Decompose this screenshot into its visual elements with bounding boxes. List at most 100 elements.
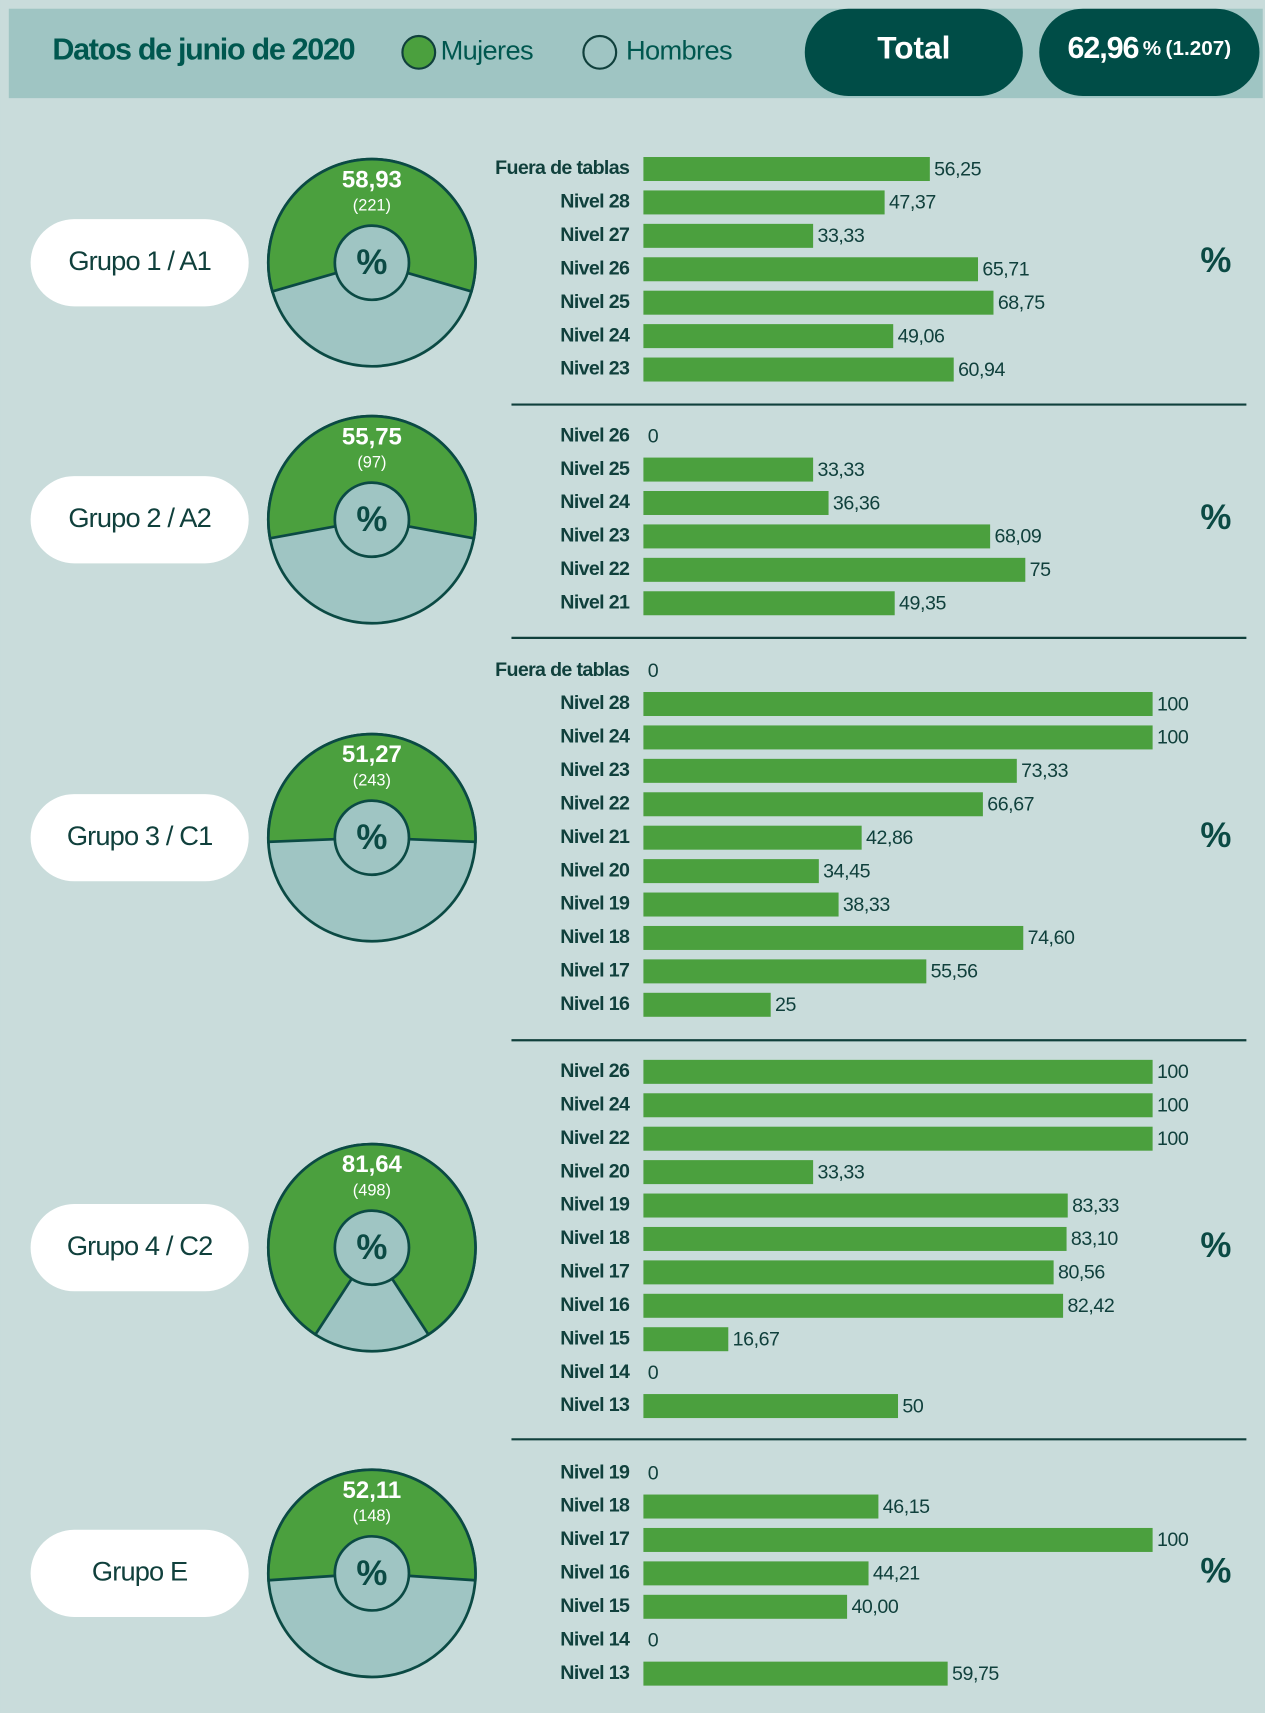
bar	[643, 1126, 1153, 1151]
share-label: 51,27	[342, 741, 402, 768]
category-label: Nivel 20	[560, 1160, 630, 1182]
category-label: Nivel 23	[560, 759, 630, 781]
bar	[643, 792, 983, 817]
value-label: 0	[648, 1629, 659, 1651]
category-label: Nivel 21	[560, 591, 630, 613]
value-label: 0	[648, 660, 659, 682]
count-label: (97)	[357, 453, 386, 471]
legend-swatch	[401, 34, 437, 70]
category-label: Nivel 17	[560, 1261, 630, 1283]
value-label: 100	[1157, 1061, 1189, 1083]
legend-label: Hombres	[626, 35, 732, 66]
category-label: Nivel 27	[560, 224, 630, 246]
category-label: Nivel 24	[560, 324, 630, 346]
donut-center	[333, 1534, 411, 1612]
bar	[643, 1527, 1153, 1552]
category-label: Nivel 22	[560, 792, 630, 814]
group-pill	[30, 476, 249, 564]
bar	[643, 692, 1153, 717]
bar	[643, 1160, 814, 1185]
value-label: 0	[648, 425, 659, 447]
category-label: Nivel 20	[560, 859, 630, 881]
donut-center	[333, 481, 411, 559]
category-label: Nivel 14	[560, 1628, 630, 1650]
legend-label: Mujeres	[441, 35, 533, 66]
total-value: 62,96% (1.207)	[1068, 31, 1232, 65]
donut-unit: %	[356, 500, 387, 539]
value-label: 100	[1157, 1128, 1189, 1150]
value-label: 68,75	[998, 292, 1045, 314]
bar	[643, 557, 1026, 582]
value-label: 55,56	[931, 961, 978, 983]
donut-unit: %	[356, 1228, 387, 1267]
category-label: Nivel 13	[560, 1394, 630, 1416]
bar	[643, 992, 771, 1017]
value-label: 33,33	[817, 225, 864, 247]
group-label: Grupo 3 / C1	[67, 820, 213, 851]
value-label: 83,10	[1071, 1228, 1118, 1250]
value-label: 75	[1030, 559, 1051, 581]
share-label: 55,75	[342, 423, 402, 450]
value-label: 100	[1157, 727, 1189, 749]
category-label: Nivel 18	[560, 1227, 630, 1249]
category-label: Nivel 15	[560, 1327, 630, 1349]
category-label: Nivel 15	[560, 1595, 630, 1617]
value-label: 16,67	[733, 1328, 780, 1350]
value-label: 47,37	[889, 192, 936, 214]
category-label: Nivel 19	[560, 1194, 630, 1216]
donut-unit: %	[356, 243, 387, 282]
bar	[643, 1260, 1054, 1285]
group-pill	[30, 219, 249, 307]
value-label: 44,21	[873, 1563, 920, 1585]
group-label: Grupo 2 / A2	[68, 502, 211, 533]
donut-center	[333, 224, 411, 302]
count-label: (221)	[353, 196, 391, 214]
category-label: Nivel 18	[560, 926, 630, 948]
share-label: 81,64	[342, 1151, 403, 1178]
value-label: 100	[1157, 1095, 1189, 1117]
category-label: Nivel 22	[560, 558, 630, 580]
value-label: 59,75	[952, 1663, 999, 1685]
bar	[643, 1327, 729, 1352]
bar	[643, 1093, 1153, 1118]
legend-swatch	[582, 34, 618, 70]
bar	[643, 892, 839, 917]
bar	[643, 825, 862, 850]
bar	[643, 1594, 848, 1619]
group-pill	[30, 1204, 249, 1292]
header-title: Datos de junio de 2020	[52, 32, 354, 66]
value-label: 73,33	[1021, 760, 1068, 782]
category-label: Nivel 16	[560, 993, 630, 1015]
category-label: Nivel 16	[560, 1562, 630, 1584]
category-label: Nivel 21	[560, 826, 630, 848]
bar	[643, 257, 979, 282]
category-label: Nivel 16	[560, 1294, 630, 1316]
category-label: Nivel 26	[560, 1060, 630, 1082]
bar	[643, 591, 895, 616]
bar	[643, 925, 1024, 950]
value-label: 65,71	[982, 259, 1029, 281]
count-label: (243)	[353, 771, 391, 789]
group-pill	[30, 794, 249, 882]
value-label: 68,09	[994, 526, 1041, 548]
category-label: Nivel 17	[560, 1528, 630, 1550]
value-label: 100	[1157, 693, 1189, 715]
category-label: Nivel 25	[560, 291, 630, 313]
category-label: Nivel 19	[560, 1461, 630, 1483]
bars-unit: %	[1200, 498, 1231, 537]
total-count: (1.207)	[1166, 38, 1232, 61]
donut-unit: %	[356, 1554, 387, 1593]
donut-women	[266, 1468, 477, 1582]
bar	[643, 1661, 948, 1686]
value-label: 100	[1157, 1529, 1189, 1551]
bar	[643, 758, 1017, 783]
value-label: 33,33	[817, 1161, 864, 1183]
donut-women	[267, 732, 477, 844]
bar	[643, 859, 819, 884]
category-label: Nivel 23	[560, 525, 630, 547]
count-label: (148)	[353, 1507, 391, 1525]
donut-center	[333, 799, 411, 877]
category-label: Nivel 26	[560, 424, 630, 446]
category-label: Nivel 26	[560, 257, 630, 279]
